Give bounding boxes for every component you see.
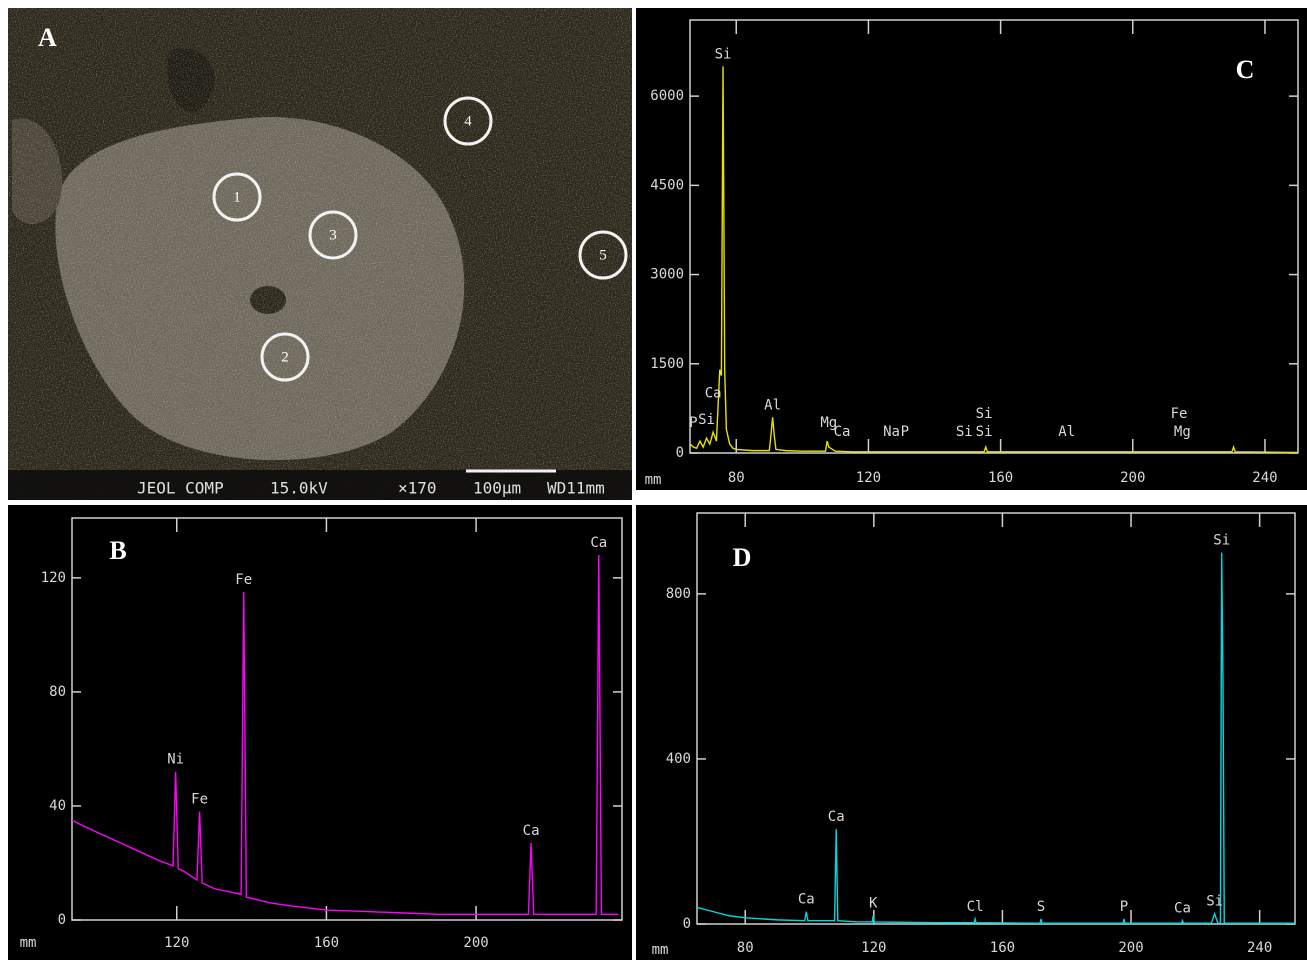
peak-label: Fe bbox=[235, 572, 252, 588]
x-tick-label: 120 bbox=[856, 470, 881, 486]
y-tick-label: 0 bbox=[676, 445, 684, 461]
panel-background bbox=[8, 505, 632, 960]
panel-background bbox=[636, 8, 1307, 490]
working-distance: WD11mm bbox=[547, 479, 605, 498]
peak-label: Si bbox=[976, 406, 993, 422]
panel-letter: C bbox=[1236, 55, 1255, 84]
x-tick-label: 160 bbox=[314, 935, 339, 951]
x-tick-label: 200 bbox=[1120, 470, 1145, 486]
x-tick-label: 80 bbox=[728, 470, 745, 486]
peak-label: P bbox=[689, 415, 697, 431]
peak-label: Si bbox=[1213, 533, 1230, 549]
peak-label: Si bbox=[715, 46, 732, 62]
spot-label: 2 bbox=[281, 349, 289, 365]
peak-label: Ni bbox=[167, 752, 184, 768]
peak-label: Ca bbox=[523, 823, 540, 839]
y-tick-label: 0 bbox=[683, 916, 691, 932]
peak-label: K bbox=[869, 896, 878, 912]
x-tick-label: 80 bbox=[737, 940, 754, 956]
detector: JEOL COMP bbox=[137, 479, 224, 498]
scale: 100μm bbox=[473, 479, 521, 498]
sem-image: 1 2 3 4 5 JEOL COMP 15.0kV ×170 100μm WD… bbox=[8, 8, 632, 500]
peak-label: Si bbox=[698, 412, 715, 428]
peak-label: Ca bbox=[1174, 901, 1191, 917]
spot-label: 1 bbox=[233, 189, 241, 205]
x-tick-label: 240 bbox=[1252, 470, 1277, 486]
y-tick-label: 4500 bbox=[650, 177, 684, 193]
x-axis-label: mm bbox=[652, 942, 669, 958]
peak-label: Al bbox=[764, 397, 781, 413]
x-tick-label: 200 bbox=[1118, 940, 1143, 956]
spot-label: 5 bbox=[599, 247, 607, 263]
y-tick-label: 400 bbox=[666, 751, 691, 767]
peak-label: Si bbox=[1206, 894, 1223, 910]
spot-label: 4 bbox=[464, 113, 472, 129]
panel-letter: D bbox=[733, 543, 752, 572]
x-tick-label: 120 bbox=[164, 935, 189, 951]
x-tick-label: 200 bbox=[463, 935, 488, 951]
peak-label: Ca bbox=[828, 809, 845, 825]
peak-label: Ca bbox=[705, 385, 722, 401]
peak-label: Na bbox=[883, 424, 900, 440]
y-tick-label: 0 bbox=[58, 912, 66, 928]
figure: 1 2 3 4 5 JEOL COMP 15.0kV ×170 100μm WD… bbox=[0, 0, 1307, 960]
y-tick-label: 6000 bbox=[650, 88, 684, 104]
peak-label: Fe bbox=[1171, 406, 1188, 422]
peak-label: Mg bbox=[1174, 424, 1191, 440]
peak-label: Fe bbox=[191, 792, 208, 808]
spot-label: 3 bbox=[329, 227, 337, 243]
panel-background bbox=[636, 505, 1307, 960]
y-tick-label: 80 bbox=[49, 684, 66, 700]
peak-label: Al bbox=[1058, 424, 1075, 440]
voltage: 15.0kV bbox=[270, 479, 328, 498]
y-tick-label: 1500 bbox=[650, 356, 684, 372]
y-tick-label: 3000 bbox=[650, 267, 684, 283]
x-tick-label: 160 bbox=[990, 940, 1015, 956]
peak-label: Ca bbox=[798, 892, 815, 908]
peak-label: P bbox=[1120, 899, 1128, 915]
peak-label: Cl bbox=[967, 899, 984, 915]
y-tick-label: 800 bbox=[666, 586, 691, 602]
x-tick-label: 240 bbox=[1247, 940, 1272, 956]
panel-letter: A bbox=[38, 23, 57, 52]
x-tick-label: 160 bbox=[988, 470, 1013, 486]
magnification: ×170 bbox=[398, 479, 437, 498]
peak-label: Ca bbox=[590, 535, 607, 551]
x-tick-label: 120 bbox=[861, 940, 886, 956]
y-tick-label: 120 bbox=[41, 570, 66, 586]
x-axis-label: mm bbox=[20, 935, 37, 951]
peak-label: S bbox=[1037, 899, 1045, 915]
peak-label: Ca bbox=[834, 424, 851, 440]
peak-label: Si bbox=[956, 424, 973, 440]
peak-label: Si bbox=[976, 424, 993, 440]
x-axis-label: mm bbox=[645, 472, 662, 488]
y-tick-label: 40 bbox=[49, 798, 66, 814]
peak-label: P bbox=[901, 424, 909, 440]
panel-letter: B bbox=[109, 536, 126, 565]
